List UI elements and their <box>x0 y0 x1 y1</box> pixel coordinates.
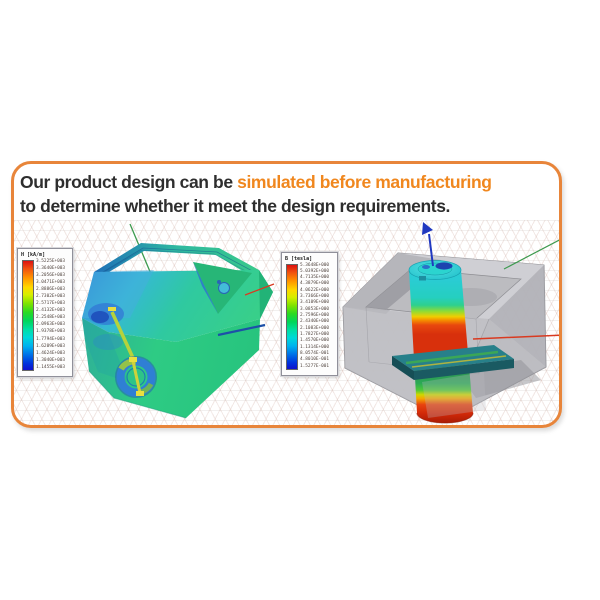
legend-values: 5.3648E+000 5.0392E+000 4.7135E+000 4.3879E… <box>300 262 330 370</box>
red-axis <box>244 283 275 296</box>
magnet-block-model <box>82 223 275 419</box>
legend-value: 1.6209E+003 <box>36 343 66 349</box>
legend-value: 2.2548E+003 <box>36 315 66 321</box>
legend-value: 4.0622E+000 <box>300 287 330 293</box>
box-front-wall-veil <box>422 372 486 418</box>
axes <box>472 239 559 340</box>
legend-value: 1.4624E+003 <box>36 350 66 356</box>
blue-axis <box>217 323 266 337</box>
legend-value: 2.7596E+000 <box>300 313 330 319</box>
legend-value: 1.9378E+003 <box>36 329 66 335</box>
legend-title: H [kA/m] <box>21 251 46 258</box>
legend-value: 4.8010E-001 <box>300 357 330 363</box>
ring-detail <box>115 356 157 398</box>
slot-strip <box>110 311 135 359</box>
legend-value: 1.7827E+000 <box>300 332 330 338</box>
green-axis <box>503 239 559 270</box>
legend-value: 4.3879E+000 <box>300 281 330 287</box>
legend-value: 1.1455E+003 <box>36 364 66 370</box>
legend-colorbar <box>22 259 34 371</box>
b-field-legend: B [tesla] 5.3648E+000 5.0392E+000 4.7135E+… <box>281 252 338 376</box>
flange-collar <box>392 345 514 380</box>
notch-boss <box>218 282 230 294</box>
legend-value: 3.7366E+000 <box>300 294 330 300</box>
headline-line2: to determine whether it meet the design … <box>20 196 451 216</box>
legend-value: 2.1083E+000 <box>300 325 330 331</box>
legend-value: 1.3040E+003 <box>36 357 66 363</box>
legend-value: 2.7302E+003 <box>36 293 66 299</box>
legend-value: 1.4570E+000 <box>300 338 330 344</box>
legend-value: 3.5225E+003 <box>36 258 66 264</box>
h-field-simulation-view <box>82 223 275 419</box>
legend-colorbar <box>286 263 298 370</box>
legend-value: 2.0963E+003 <box>36 322 66 328</box>
legend-value: 3.0853E+000 <box>300 306 330 312</box>
legend-value: 1.1314E+000 <box>300 344 330 350</box>
legend-value: 5.3648E+000 <box>300 262 330 268</box>
promo-box: Our product design can be simulated befo… <box>11 161 562 428</box>
legend-value: 8.0574E-001 <box>300 351 330 357</box>
legend-value: 3.2056E+003 <box>36 272 66 278</box>
legend-value: 4.7135E+000 <box>300 275 330 281</box>
block-ridge-face <box>94 243 259 278</box>
h-field-legend: H [kA/m] 3.5225E+003 3.3640E+003 3.2056E+0… <box>17 248 73 377</box>
red-axis <box>472 334 559 340</box>
legend-value: 5.0392E+000 <box>300 268 330 274</box>
legend-value: 2.4340E+000 <box>300 319 330 325</box>
headline-line1: Our product design can be simulated befo… <box>20 170 550 194</box>
legend-value: 2.5717E+003 <box>36 301 66 307</box>
legend-value: 3.4109E+000 <box>300 300 330 306</box>
blue-arrow <box>422 222 434 267</box>
legend-value: 1.5277E-001 <box>300 363 330 369</box>
headline-line1-text: Our product design can be <box>20 172 238 192</box>
headline-highlight: simulated before manufacturing <box>237 172 492 192</box>
legend-value: 2.4132E+003 <box>36 308 66 314</box>
b-field-simulation-view <box>342 222 559 424</box>
legend-values: 3.5225E+003 3.3640E+003 3.2056E+003 3.0471E… <box>36 258 66 371</box>
legend-value: 3.3640E+003 <box>36 265 66 271</box>
legend-title: B [tesla] <box>285 255 313 262</box>
legend-value: 3.0471E+003 <box>36 279 66 285</box>
field-cylinder <box>408 260 474 424</box>
legend-value: 1.7794E+003 <box>36 336 66 342</box>
headline: Our product design can be simulated befo… <box>20 170 550 218</box>
legend-value: 2.8886E+003 <box>36 286 66 292</box>
